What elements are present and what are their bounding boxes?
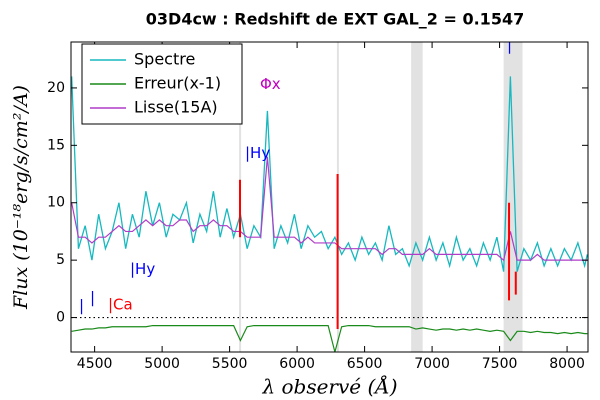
x-tick-label: 7000 [414,356,450,372]
masked-band [411,42,423,352]
annotation: |Hy [245,144,270,162]
annotation: | [507,36,512,54]
x-tick-label: 8000 [549,356,585,372]
legend-label: Lisse(15A) [134,98,218,117]
y-tick-label: 10 [47,195,65,211]
x-tick-label: 6000 [279,356,315,372]
y-axis-label: Flux (10⁻¹⁸erg/s/cm²/A) [10,85,32,310]
annotation: |Hy [130,260,155,278]
annotation: Φx [260,75,281,93]
annotation: |Ca [108,295,133,313]
legend-label: Spectre [134,50,195,69]
y-tick-label: 0 [56,310,65,326]
x-tick-label: 5000 [144,356,180,372]
y-tick-label: 5 [56,252,65,268]
annotation: | [90,289,95,307]
x-tick-label: 6500 [347,356,383,372]
series-line [71,324,588,352]
x-tick-label: 5500 [212,356,248,372]
legend-label: Erreur(x-1) [134,74,221,93]
plot-area: Φx |Hy |Hy |Ca | | | [71,36,588,352]
x-axis-label: λ observé (Å) [261,374,397,399]
plot-frame [70,41,589,353]
series-line [71,156,588,262]
y-tick-label: 20 [47,80,65,96]
x-tick-label: 7500 [482,356,518,372]
annotation: | [79,297,84,315]
chart-title: 03D4cw : Redshift de EXT GAL_2 = 0.1547 [146,10,524,29]
y-tick-label: 15 [47,137,65,153]
x-tick-label: 4500 [77,356,113,372]
